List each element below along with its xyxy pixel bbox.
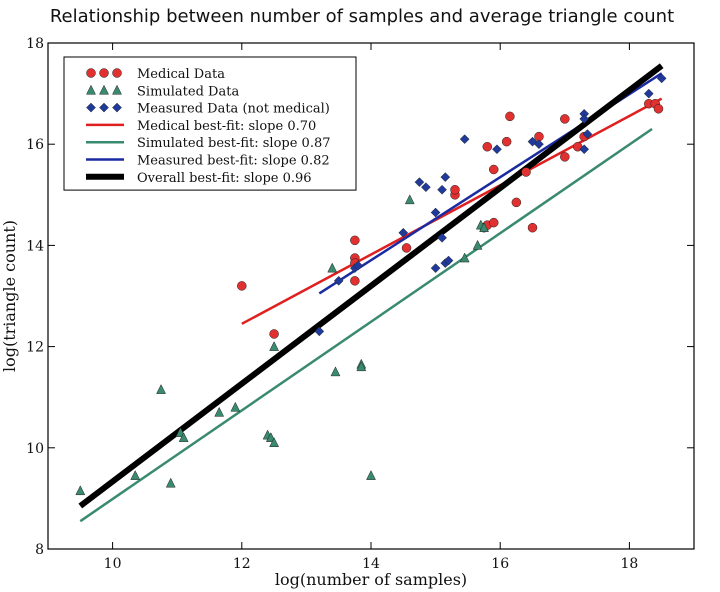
legend-marker-2-0 (86, 102, 96, 113)
data-point-1-1 (130, 470, 141, 480)
legend-label-3: Medical best-fit: slope 0.70 (137, 119, 316, 134)
data-point-1-5 (178, 432, 189, 442)
data-point-2-23 (656, 73, 667, 84)
data-point-1-6 (214, 406, 225, 417)
legend: Medical Data Simulated Data Measured Data … (63, 56, 357, 191)
legend-marker-1-0 (86, 84, 96, 95)
data-point-1-18 (459, 252, 470, 263)
data-point-1-21 (479, 222, 489, 232)
y-tick-label-0: 8 (35, 542, 44, 558)
x-axis-label: log(number of samples) (275, 570, 467, 589)
data-point-1-0 (75, 485, 86, 496)
data-point-1-12 (327, 262, 338, 273)
data-point-0-20 (560, 114, 570, 124)
data-point-2-17 (534, 139, 544, 150)
data-point-0-18 (527, 222, 538, 233)
best-fit-line-3 (241, 97, 663, 325)
data-point-2-7 (430, 207, 441, 218)
data-point-2-9 (440, 172, 451, 182)
legend-label-4: Simulated best-fit: slope 0.87 (137, 136, 331, 151)
legend-marker-0-1 (99, 68, 109, 78)
data-point-1-16 (366, 470, 376, 480)
data-point-1-7 (230, 401, 241, 412)
legend-label-6: Overall best-fit: slope 0.96 (137, 171, 312, 186)
y-tick-label-3: 14 (26, 238, 44, 254)
data-point-2-10 (437, 232, 447, 243)
data-point-0-13 (488, 164, 499, 175)
data-point-2-0 (314, 326, 325, 337)
data-point-1-11 (269, 341, 280, 351)
legend-label-1: Simulated Data (137, 84, 239, 99)
x-tick-label-3: 16 (491, 556, 509, 572)
legend-label-0: Medical Data (137, 67, 225, 82)
data-point-1-2 (156, 384, 166, 394)
legend-marker-0-0 (86, 68, 96, 78)
data-point-0-1 (269, 329, 279, 339)
y-tick-label-1: 10 (26, 441, 44, 457)
data-point-1-15 (356, 361, 367, 372)
data-point-2-6 (421, 182, 431, 193)
data-point-0-16 (511, 197, 522, 208)
legend-marker-0-2 (112, 68, 122, 78)
legend-box (63, 56, 357, 191)
data-point-0-21 (560, 152, 570, 162)
data-point-1-17 (404, 194, 415, 205)
data-point-2-3 (353, 260, 363, 271)
data-point-0-14 (501, 136, 512, 147)
y-tick-label-5: 18 (26, 36, 44, 52)
legend-marker-1-2 (112, 84, 122, 95)
y-tick-label-2: 12 (26, 340, 44, 356)
best-fit-line-6 (78, 63, 664, 509)
data-point-1-3 (165, 477, 176, 488)
data-point-2-1 (333, 275, 344, 286)
data-point-0-2 (350, 235, 360, 246)
data-point-2-19 (579, 114, 590, 124)
data-point-0-12 (482, 141, 493, 152)
data-point-2-12 (430, 263, 441, 274)
legend-label-2: Measured Data (not medical) (137, 102, 330, 117)
data-point-0-11 (488, 217, 499, 228)
data-point-2-4 (398, 227, 409, 238)
data-point-0-0 (237, 281, 247, 291)
legend-marker-2-1 (99, 102, 109, 113)
data-point-0-8 (450, 184, 460, 195)
data-point-2-15 (492, 144, 502, 155)
data-point-0-15 (505, 111, 515, 122)
y-axis-label: log(triangle count) (0, 220, 19, 372)
chart-title: Relationship between number of samples a… (50, 6, 674, 27)
data-point-0-26 (653, 104, 664, 114)
best-fit-line-4 (79, 127, 653, 523)
y-tick-label-4: 16 (26, 137, 44, 153)
legend-marker-2-2 (112, 102, 122, 113)
data-point-2-5 (414, 177, 425, 188)
data-point-2-13 (443, 255, 454, 266)
data-point-2-21 (582, 129, 593, 139)
x-tick-label-1: 12 (233, 556, 251, 572)
legend-marker-1-1 (99, 84, 109, 95)
x-tick-label-2: 14 (362, 556, 380, 572)
data-point-2-22 (643, 88, 654, 99)
data-point-2-20 (579, 144, 590, 155)
data-point-0-17 (521, 167, 531, 177)
data-point-2-14 (459, 134, 470, 144)
data-point-0-6 (401, 243, 412, 253)
data-point-1-10 (269, 437, 280, 447)
x-tick-label-0: 10 (104, 556, 122, 572)
legend-label-5: Measured best-fit: slope 0.82 (137, 154, 330, 169)
data-point-2-8 (437, 184, 447, 195)
data-point-1-13 (330, 366, 341, 377)
x-tick-label-4: 18 (620, 556, 638, 572)
data-point-1-19 (472, 239, 483, 250)
data-point-0-5 (350, 276, 360, 286)
